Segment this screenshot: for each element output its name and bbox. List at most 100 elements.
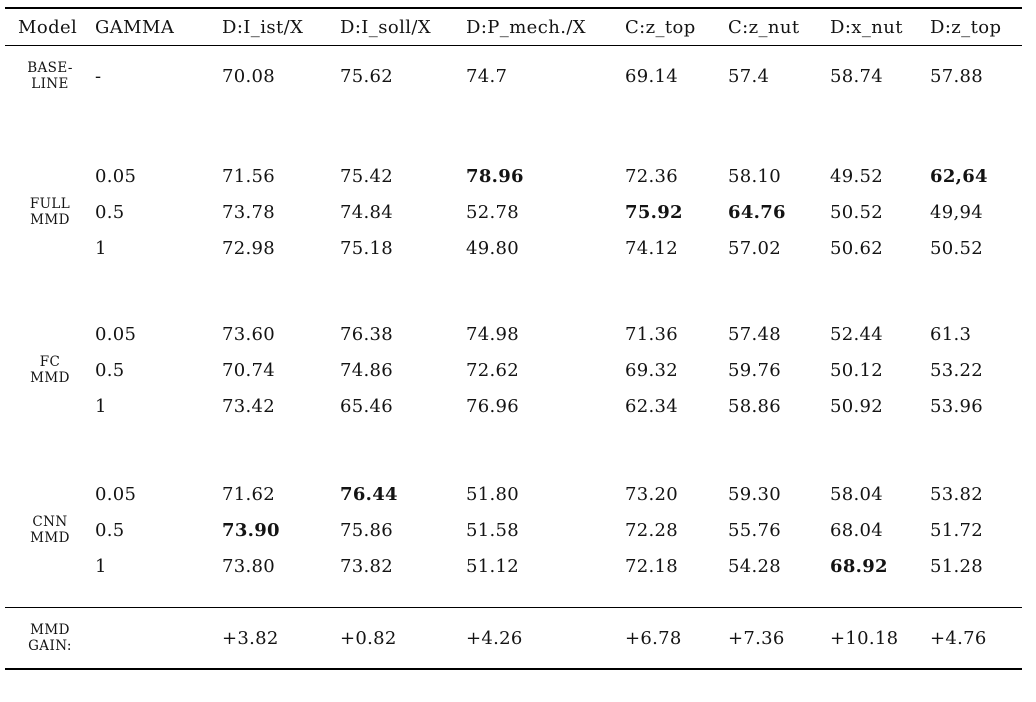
gamma-cell: 0.05 (95, 165, 137, 187)
metric-cell: 50.92 (830, 395, 884, 417)
metric-cell: 76.44 (340, 483, 398, 505)
table-row: FC MMD 0.05 73.60 76.38 74.98 71.36 57.48 52.44 6… (5, 316, 1022, 387)
metric-cell: 58.10 (728, 165, 782, 187)
spacer-cell (5, 266, 1022, 316)
metric-cell: 61.3 (930, 323, 972, 345)
gamma-cell: 1 (95, 395, 107, 417)
metric-cell: 71.36 (625, 323, 679, 345)
gamma-cell: - (95, 65, 102, 87)
table-row: 1 73.80 73.82 51.12 72.18 54.28 68.92 51.28 (5, 548, 1022, 584)
column-header: Model (18, 17, 78, 38)
gain-label-line: GAIN: (28, 638, 72, 654)
metric-cell: 73.80 (222, 555, 276, 577)
column-header: D:I_soll/X (340, 17, 432, 38)
metric-cell: 50.52 (930, 237, 984, 259)
group-spacer (5, 584, 1022, 608)
model-label-cell: FC MMD (5, 316, 95, 424)
table-header: Model GAMMA D:I_ist/X D:I_soll/X D:P_mech./X… (5, 8, 1022, 46)
table-row: BASE- LINE -70.08 75.62 74.7 69.14 57.4 58.74 57… (5, 46, 1022, 103)
spacer-row (5, 424, 1022, 476)
metric-cell: 53.22 (930, 359, 984, 381)
model-label-line: BASE- (27, 60, 73, 76)
table-row: 0.5 73.90 75.86 51.58 72.28 55.76 68.04 51.72 (5, 512, 1022, 548)
metric-cell: 73.78 (222, 201, 276, 223)
metric-cell: 72.62 (466, 359, 520, 381)
table-row: FULL MMD 0.05 71.56 75.42 78.96 72.36 58.10 49.5… (5, 158, 1022, 229)
metric-cell: 71.62 (222, 483, 276, 505)
metric-cell: 70.08 (222, 65, 276, 87)
metric-cell: 62,64 (930, 165, 988, 187)
metric-cell: 76.96 (466, 395, 520, 417)
model-label-line: CNN (32, 514, 68, 530)
metric-cell: 59.30 (728, 483, 782, 505)
metric-cell: 57.88 (930, 65, 984, 87)
metric-cell: 55.76 (728, 519, 782, 541)
metric-cell: 50.52 (830, 201, 884, 223)
metric-cell: 74.98 (466, 323, 520, 345)
metric-cell: 51.12 (466, 555, 520, 577)
model-label-line: LINE (31, 76, 69, 92)
metric-cell: 75.92 (625, 201, 683, 223)
spacer-row (5, 266, 1022, 316)
metric-cell: 51.28 (930, 555, 984, 577)
metric-cell: 50.12 (830, 359, 884, 381)
metric-cell: 72.98 (222, 237, 276, 259)
metric-cell: 68.92 (830, 555, 888, 577)
gain-label-cell: MMD GAIN: (5, 608, 95, 670)
metric-cell: 71.56 (222, 165, 276, 187)
group-spacer (5, 102, 1022, 158)
metric-cell: 74.7 (466, 65, 508, 87)
metric-cell: 59.76 (728, 359, 782, 381)
gamma-cell: 1 (95, 237, 107, 259)
metric-cell: 73.90 (222, 519, 280, 541)
spacer-row (5, 102, 1022, 158)
spacer-cell (5, 102, 1022, 158)
model-label-cell: BASE- LINE (5, 46, 95, 103)
metric-cell: 78.96 (466, 165, 524, 187)
spacer-cell (5, 584, 1022, 608)
model-group: CNN MMD 0.05 71.62 76.44 51.80 73.20 59.30 58.04… (5, 476, 1022, 584)
metric-cell: 49.80 (466, 237, 520, 259)
metric-cell: 58.86 (728, 395, 782, 417)
metric-cell: 72.28 (625, 519, 679, 541)
gamma-cell: 0.5 (95, 519, 125, 541)
metric-cell: 57.48 (728, 323, 782, 345)
column-header: D:x_nut (830, 17, 903, 38)
model-label-cell: CNN MMD (5, 476, 95, 584)
metric-cell: 69.14 (625, 65, 679, 87)
metric-cell: 75.18 (340, 237, 394, 259)
gain-value-cell: +10.18 (830, 627, 899, 649)
metric-cell: 75.42 (340, 165, 394, 187)
metric-cell: 54.28 (728, 555, 782, 577)
gain-value-cell: +4.76 (930, 627, 987, 649)
metric-cell: 57.4 (728, 65, 770, 87)
metric-cell: 73.20 (625, 483, 679, 505)
model-group: FC MMD 0.05 73.60 76.38 74.98 71.36 57.48 52.44 6… (5, 316, 1022, 424)
model-label-line: FC (39, 354, 61, 370)
metric-cell: 58.04 (830, 483, 884, 505)
metric-cell: 69.32 (625, 359, 679, 381)
gain-label-line: MMD (30, 622, 70, 638)
model-group: BASE- LINE -70.08 75.62 74.7 69.14 57.4 58.74 57… (5, 46, 1022, 103)
group-spacer (5, 424, 1022, 476)
metric-cell: 72.36 (625, 165, 679, 187)
metric-cell: 74.86 (340, 359, 394, 381)
model-label-cell: FULL MMD (5, 158, 95, 266)
mmd-gain-row: MMD GAIN: +3.82 +0.82 +4.26 +6.78 +7.36 +10.18 +… (5, 608, 1022, 670)
model-label-line: MMD (30, 530, 70, 546)
column-header: D:I_ist/X (222, 17, 304, 38)
metric-cell: 51.58 (466, 519, 520, 541)
header-row: Model GAMMA D:I_ist/X D:I_soll/X D:P_mech./X… (5, 8, 1022, 46)
column-header: D:P_mech./X (466, 17, 587, 38)
metric-cell: 51.80 (466, 483, 520, 505)
metric-cell: 68.04 (830, 519, 884, 541)
metric-cell: 50.62 (830, 237, 884, 259)
gamma-cell: 0.05 (95, 483, 137, 505)
gain-value-cell: +4.26 (466, 627, 523, 649)
metric-cell: 73.42 (222, 395, 276, 417)
column-header: C:z_top (625, 17, 696, 38)
metric-cell: 74.84 (340, 201, 394, 223)
column-header: GAMMA (95, 17, 175, 38)
metric-cell: 52.78 (466, 201, 520, 223)
